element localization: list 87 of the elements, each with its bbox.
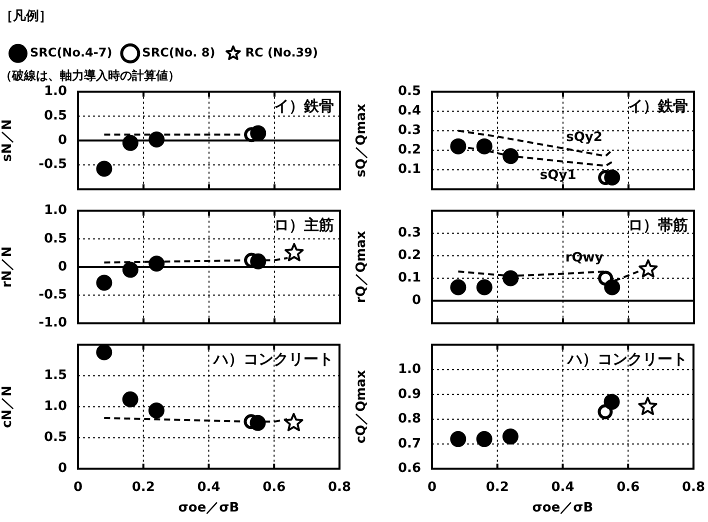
y-tick-label: 0.1 bbox=[398, 270, 421, 286]
y-tick-label: 1.0 bbox=[44, 84, 67, 100]
annotation: ハ）コンクリート bbox=[212, 350, 334, 368]
y-axis-title: rN／N bbox=[0, 246, 16, 288]
point bbox=[604, 279, 620, 296]
legend-label: SRC(No. 8) bbox=[142, 46, 216, 60]
point bbox=[148, 256, 165, 272]
point bbox=[638, 259, 658, 278]
legend-label: RC (No.39) bbox=[245, 46, 318, 60]
point bbox=[604, 170, 620, 186]
point bbox=[122, 134, 138, 151]
x-tick-label: 0 bbox=[73, 480, 83, 495]
point bbox=[502, 270, 519, 286]
y-tick-label: 1.0 bbox=[44, 399, 67, 414]
y-axis-title: sQ／Qmax bbox=[354, 103, 370, 178]
point bbox=[450, 138, 466, 154]
y-tick-label: 0 bbox=[58, 259, 67, 274]
annotation: ロ）帯筋 bbox=[628, 216, 688, 234]
x-tick-label: 0.8 bbox=[682, 480, 705, 495]
point bbox=[284, 412, 304, 432]
x-tick-label: 0.2 bbox=[486, 480, 509, 495]
x-axis-title: σoe／σB bbox=[532, 500, 594, 516]
annotation: ハ）コンクリート bbox=[566, 350, 688, 368]
y-tick-label: 0 bbox=[58, 461, 67, 476]
point bbox=[96, 274, 112, 291]
y-tick-label: 0.2 bbox=[398, 142, 421, 158]
y-tick-label: 1.5 bbox=[44, 368, 67, 384]
point bbox=[450, 279, 466, 296]
point bbox=[148, 132, 165, 148]
x-tick-label: 0.2 bbox=[132, 480, 155, 495]
x-tick-label: 0.6 bbox=[262, 480, 286, 495]
x-tick-label: 0.6 bbox=[616, 480, 640, 495]
point bbox=[250, 253, 266, 270]
point bbox=[502, 428, 518, 445]
series-label: sQy1 bbox=[540, 168, 576, 183]
legend-label: SRC(No.4-7) bbox=[30, 46, 112, 60]
y-tick-label: 0.5 bbox=[398, 84, 421, 100]
y-axis-title: cQ／Qmax bbox=[354, 369, 370, 444]
legend-title: ［凡例］ bbox=[0, 8, 52, 24]
y-tick-label: 0.5 bbox=[44, 430, 67, 446]
annotation: イ）鉄骨 bbox=[628, 97, 688, 116]
y-tick-label: 0.1 bbox=[398, 162, 421, 178]
x-tick-label: 0.8 bbox=[328, 480, 351, 495]
point bbox=[122, 262, 138, 278]
y-tick-label: 0.6 bbox=[398, 461, 421, 476]
y-tick-label: 0.7 bbox=[398, 436, 421, 452]
y-axis-title: rQ／Qmax bbox=[354, 230, 370, 304]
x-axis-title: σoe／σB bbox=[178, 500, 240, 516]
y-tick-label: 0.2 bbox=[398, 248, 421, 264]
y-tick-label: -1.0 bbox=[38, 316, 67, 331]
y-tick-label: 0 bbox=[58, 132, 67, 148]
y-tick-label: 0.3 bbox=[398, 123, 421, 138]
y-tick-label: 0.8 bbox=[398, 412, 421, 427]
y-tick-label: 0.4 bbox=[398, 104, 421, 119]
point bbox=[502, 148, 519, 164]
x-tick-label: 0 bbox=[427, 480, 437, 495]
y-axis-title: cN／N bbox=[0, 386, 16, 428]
point bbox=[450, 431, 466, 448]
y-tick-label: 1.0 bbox=[44, 203, 67, 218]
point bbox=[476, 279, 492, 296]
x-tick-label: 0.4 bbox=[197, 480, 220, 495]
point bbox=[250, 414, 266, 431]
point bbox=[476, 431, 492, 448]
point bbox=[250, 125, 266, 142]
point bbox=[148, 402, 164, 419]
y-tick-label: 0.9 bbox=[398, 386, 421, 402]
series-label: sQy2 bbox=[566, 130, 602, 146]
x-tick-label: 0.4 bbox=[551, 480, 574, 495]
y-axis-title: sN／N bbox=[0, 119, 16, 162]
y-tick-label: -0.5 bbox=[38, 157, 67, 172]
point bbox=[96, 344, 112, 360]
point bbox=[96, 160, 112, 177]
y-tick-label: -0.5 bbox=[38, 287, 67, 302]
y-tick-label: 0.3 bbox=[398, 226, 421, 241]
point bbox=[122, 391, 138, 408]
point bbox=[284, 242, 304, 262]
annotation: イ）鉄骨 bbox=[274, 97, 334, 116]
point bbox=[476, 138, 492, 154]
y-tick-label: 0.5 bbox=[44, 231, 67, 246]
y-tick-label: 1.0 bbox=[398, 362, 421, 377]
chart-subtitle: （破線は、軸力導入時の計算値） bbox=[0, 68, 180, 83]
series-label: rQwy bbox=[565, 250, 604, 266]
y-tick-label: 0.5 bbox=[44, 108, 67, 124]
point bbox=[638, 396, 658, 416]
y-tick-label: 0 bbox=[412, 293, 421, 308]
annotation: ロ）主筋 bbox=[274, 216, 334, 234]
point bbox=[604, 394, 620, 410]
